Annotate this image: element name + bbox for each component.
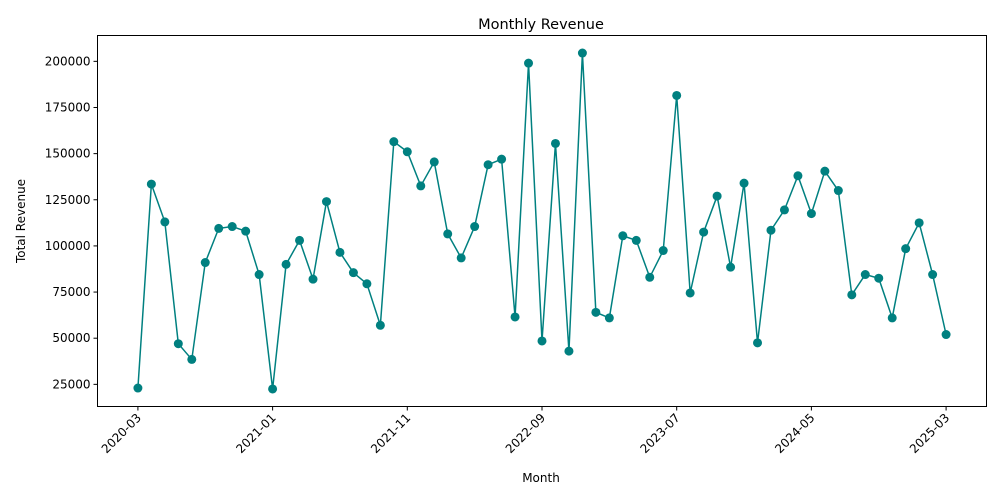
data-point bbox=[268, 384, 278, 394]
data-point bbox=[524, 58, 534, 68]
data-point bbox=[295, 235, 305, 245]
data-point bbox=[146, 179, 156, 189]
data-point bbox=[402, 147, 412, 157]
data-point bbox=[672, 90, 682, 100]
data-point bbox=[550, 138, 560, 148]
data-point bbox=[429, 157, 439, 167]
data-point bbox=[241, 226, 251, 236]
data-point bbox=[214, 223, 224, 233]
data-point bbox=[160, 217, 170, 227]
data-point bbox=[281, 259, 291, 269]
data-point bbox=[483, 160, 493, 170]
plot-frame bbox=[97, 35, 987, 407]
data-point bbox=[847, 290, 857, 300]
data-point bbox=[335, 247, 345, 257]
data-point bbox=[604, 313, 614, 323]
data-point bbox=[537, 336, 547, 346]
x-axis-title: Month bbox=[522, 471, 560, 485]
data-point bbox=[362, 279, 372, 289]
data-point bbox=[793, 171, 803, 181]
y-tick-label: 175000 bbox=[45, 100, 91, 114]
data-point bbox=[470, 222, 480, 232]
data-point bbox=[820, 166, 830, 176]
data-point bbox=[631, 235, 641, 245]
data-point bbox=[753, 338, 763, 348]
data-point bbox=[739, 178, 749, 188]
data-point bbox=[779, 205, 789, 215]
data-point bbox=[591, 307, 601, 317]
data-point bbox=[133, 383, 143, 393]
data-point bbox=[874, 273, 884, 283]
data-point bbox=[187, 354, 197, 364]
data-point bbox=[941, 330, 951, 340]
y-tick-label: 50000 bbox=[52, 331, 90, 345]
data-point bbox=[833, 186, 843, 196]
data-point bbox=[577, 48, 587, 58]
data-point bbox=[200, 258, 210, 268]
data-point bbox=[497, 154, 507, 164]
data-point bbox=[806, 209, 816, 219]
y-tick-label: 200000 bbox=[45, 54, 91, 68]
data-point bbox=[308, 274, 318, 284]
data-point bbox=[914, 218, 924, 228]
y-axis-title: Total Revenue bbox=[14, 179, 28, 264]
data-point bbox=[928, 270, 938, 280]
data-point bbox=[227, 222, 237, 232]
data-point bbox=[901, 244, 911, 254]
y-tick-label: 75000 bbox=[52, 285, 90, 299]
data-point bbox=[443, 229, 453, 239]
data-point bbox=[173, 339, 183, 349]
data-point bbox=[348, 268, 358, 278]
y-tick-label: 150000 bbox=[45, 147, 91, 161]
y-tick-label: 25000 bbox=[52, 377, 90, 391]
data-point bbox=[699, 227, 709, 237]
data-point bbox=[254, 270, 264, 280]
data-point bbox=[618, 231, 628, 241]
data-point bbox=[510, 312, 520, 322]
data-point bbox=[860, 270, 870, 280]
data-point bbox=[712, 191, 722, 201]
data-point bbox=[887, 313, 897, 323]
data-point bbox=[456, 253, 466, 263]
y-tick-label: 100000 bbox=[45, 239, 91, 253]
data-point bbox=[766, 225, 776, 235]
data-point bbox=[416, 181, 426, 191]
data-point bbox=[375, 320, 385, 330]
data-point bbox=[658, 246, 668, 256]
data-point bbox=[645, 272, 655, 282]
data-point bbox=[685, 288, 695, 298]
data-point bbox=[726, 262, 736, 272]
chart-title: Monthly Revenue bbox=[478, 17, 604, 33]
y-tick-label: 125000 bbox=[45, 193, 91, 207]
data-point bbox=[321, 197, 331, 207]
data-point bbox=[564, 346, 574, 356]
data-point bbox=[389, 137, 399, 147]
